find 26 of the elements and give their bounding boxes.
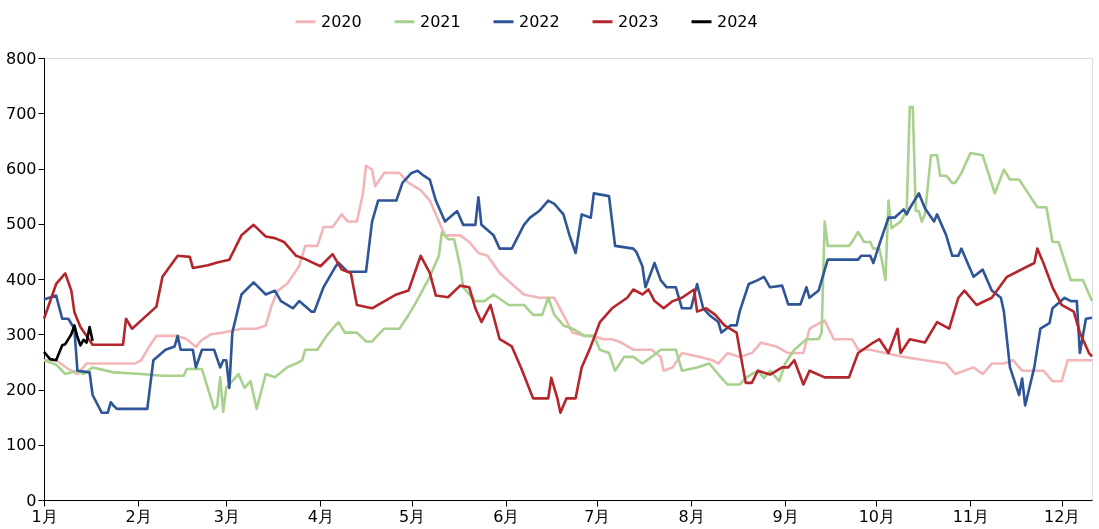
line-series xyxy=(42,105,1094,413)
legend-label: 2020 xyxy=(321,11,362,31)
x-tick-label: 2月 xyxy=(125,506,152,526)
x-tick-label: 4月 xyxy=(307,506,335,526)
y-tick-label: 600 xyxy=(5,159,37,178)
y-tick-label: 200 xyxy=(5,380,37,399)
x-tick-label: 9月 xyxy=(772,506,799,526)
y-tick-label: 700 xyxy=(5,103,37,123)
x-tick-label: 10月 xyxy=(858,506,895,526)
x-tick-label: 6月 xyxy=(493,506,520,526)
legend-label: 2024 xyxy=(717,11,758,31)
x-tick-label: 5月 xyxy=(398,506,426,526)
y-tick-label: 400 xyxy=(5,269,37,289)
line-series xyxy=(42,223,1094,415)
legend-label: 2023 xyxy=(618,11,659,31)
x-tick-label: 12月 xyxy=(1043,506,1081,526)
x-tick-label: 7月 xyxy=(584,506,611,526)
y-tick-label: 100 xyxy=(5,435,37,455)
x-tick-label: 3月 xyxy=(213,506,240,526)
x-tick-label: 8月 xyxy=(678,506,705,526)
y-tick-label: 300 xyxy=(5,324,37,344)
legend-label: 2021 xyxy=(420,11,461,31)
y-tick-label: 500 xyxy=(5,214,37,234)
x-tick-label: 11月 xyxy=(952,506,990,526)
legend-label: 2022 xyxy=(519,11,560,31)
y-tick-label: 800 xyxy=(5,48,37,68)
